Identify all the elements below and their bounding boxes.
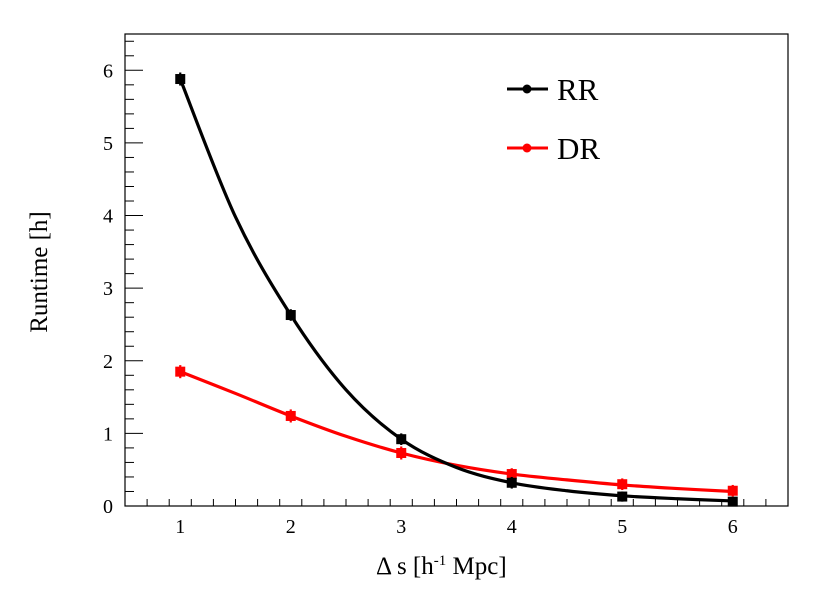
x-tick-label: 5 (617, 516, 627, 538)
y-tick-label: 0 (103, 496, 113, 518)
x-tick-label: 4 (507, 516, 517, 538)
legend-marker (522, 143, 532, 153)
x-axis-title: Δ s [h-1 Mpc] (376, 553, 507, 580)
y-tick-label: 4 (103, 206, 113, 228)
data-point (617, 491, 628, 502)
x-tick-label: 2 (286, 516, 296, 538)
y-axis-ticks: 0 1 2 3 4 5 6 (103, 40, 143, 518)
series-dr (175, 365, 738, 497)
x-tick-label: 6 (728, 516, 738, 538)
y-tick-label: 5 (103, 133, 113, 155)
series-layer (175, 72, 738, 507)
data-point (175, 366, 186, 377)
legend-label: RR (557, 72, 599, 107)
y-tick-label: 6 (103, 60, 113, 82)
data-point (285, 310, 296, 321)
data-point (285, 410, 296, 421)
legend-item-dr: DR (507, 131, 600, 166)
y-tick-label: 2 (103, 351, 113, 373)
y-axis-title: Runtime [h] (26, 211, 53, 333)
y-tick-label: 3 (103, 278, 113, 300)
data-point (396, 434, 407, 445)
legend: RR DR (507, 72, 600, 166)
x-axis-ticks: 1 2 3 4 5 6 (124, 499, 789, 538)
series-rr-line (178, 78, 733, 503)
legend-label: DR (557, 131, 600, 166)
y-tick-label: 1 (103, 423, 113, 445)
data-point (727, 496, 738, 507)
data-point (175, 74, 186, 85)
x-tick-label: 1 (175, 516, 185, 538)
legend-item-rr: RR (507, 72, 599, 107)
legend-marker (522, 84, 532, 94)
x-axis-label: Δ s [h-1 Mpc] (376, 553, 507, 580)
data-point (506, 469, 517, 480)
data-point (727, 485, 738, 496)
plot-frame (124, 33, 789, 507)
data-point (396, 447, 407, 458)
x-tick-label: 3 (396, 516, 406, 538)
data-point (617, 479, 628, 490)
series-rr (175, 72, 738, 507)
series-dr-line (179, 370, 733, 494)
data-point (506, 477, 517, 488)
